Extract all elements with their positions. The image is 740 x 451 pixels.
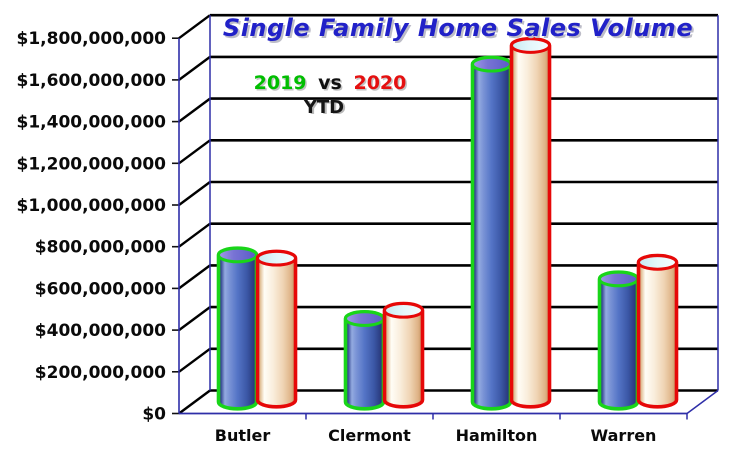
- legend-subtitle: YTD: [303, 97, 345, 118]
- category-label: Clermont: [328, 426, 411, 445]
- y-axis-tick-label: $600,000,000: [35, 279, 166, 299]
- category-label: Butler: [215, 426, 271, 445]
- y-axis-tick-label: $1,400,000,000: [17, 113, 167, 133]
- bar-2019-Warren-body: [597, 270, 640, 411]
- y-axis-tick-label: $1,600,000,000: [17, 71, 167, 91]
- y-axis-tick-label: $0: [142, 405, 166, 425]
- y-axis-tick-label: $1,200,000,000: [17, 154, 167, 174]
- gridline-wall-diagonal: [178, 14, 211, 40]
- bar-2020-Butler-body: [255, 249, 298, 409]
- bar-2020-Clermont-top: [383, 302, 424, 319]
- y-axis-tick-label: $200,000,000: [35, 363, 166, 383]
- category-label: Hamilton: [456, 426, 538, 445]
- gridline-wall-diagonal: [178, 306, 211, 332]
- y-axis-tick-label: $1,000,000,000: [17, 196, 167, 216]
- gridline-wall-diagonal: [178, 55, 211, 81]
- legend-separator: vs: [318, 72, 342, 94]
- gridline-wall-diagonal: [178, 264, 211, 290]
- bar-2020-Butler-top: [256, 249, 297, 267]
- bar-2019-Hamilton-body: [470, 55, 513, 411]
- bar-2019-Warren-top: [598, 270, 639, 288]
- bar-2020-Hamilton-top: [510, 37, 551, 54]
- y-axis-tick-label: $1,800,000,000: [17, 29, 167, 49]
- bar-2019-Clermont-top: [344, 310, 385, 327]
- chart-legend: 2019 vs 2020: [180, 72, 480, 94]
- bar-2020-Warren-body: [636, 253, 679, 409]
- bar-2019-Butler-top: [217, 246, 258, 264]
- category-label: Warren: [591, 426, 657, 445]
- y-axis-tick-label: $400,000,000: [35, 321, 166, 341]
- legend-series-2020: 2020: [353, 72, 407, 94]
- bar-2019-Hamilton-top: [471, 55, 512, 73]
- bar-2019-Butler-body: [216, 246, 259, 411]
- floor-right-edge: [686, 389, 719, 415]
- gridline-wall-diagonal: [178, 389, 211, 415]
- legend-series-2019: 2019: [253, 72, 307, 94]
- gridline-wall-diagonal: [178, 139, 211, 165]
- gridline-wall-diagonal: [178, 222, 211, 248]
- chart-title: Single Family Home Sales Volume: [222, 14, 694, 42]
- gridline-wall-diagonal: [178, 347, 211, 373]
- bar-2020-Clermont-body: [382, 301, 425, 409]
- y-axis-tick-label: $800,000,000: [35, 238, 166, 258]
- bar-2020-Warren-top: [637, 254, 678, 271]
- gridline-wall-diagonal: [178, 181, 211, 206]
- bar-2020-Hamilton-body: [509, 36, 552, 409]
- gridline-wall-diagonal: [178, 97, 211, 123]
